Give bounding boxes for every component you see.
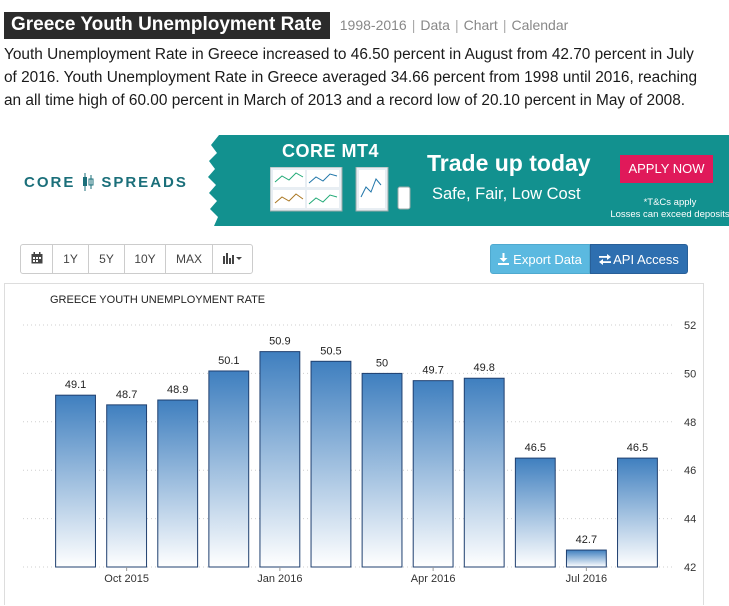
- export-data-button[interactable]: Export Data: [490, 244, 590, 274]
- title-links: 1998-2016 | Data | Chart | Calendar: [340, 17, 569, 33]
- separator: |: [502, 17, 507, 33]
- platform-screenshots-icon: [270, 167, 411, 212]
- title-row: Greece Youth Unemployment Rate 1998-2016…: [4, 11, 568, 39]
- y-tick-label: 44: [684, 514, 696, 526]
- x-tick-label: Jul 2016: [566, 573, 608, 585]
- value-label: 50.9: [269, 336, 290, 348]
- bar: [259, 351, 301, 568]
- bar: [617, 457, 658, 568]
- calendar-icon: [31, 251, 43, 267]
- ad-headline: Trade up today: [427, 150, 591, 176]
- bar: [310, 360, 352, 568]
- description-text: Youth Unemployment Rate in Greece increa…: [4, 46, 698, 109]
- bar-chart: GREECE YOUTH UNEMPLOYMENT RATE 49.148.7 4…: [23, 294, 696, 585]
- candlestick-icon: [81, 173, 95, 191]
- value-label: 49.7: [422, 365, 443, 377]
- bar: [463, 377, 505, 568]
- value-label: 42.7: [576, 534, 597, 546]
- x-axis: Oct 2015 Jan 2016 Apr 2016 Jul 2016: [104, 567, 607, 585]
- bar: [412, 380, 454, 568]
- x-tick-label: Jan 2016: [257, 573, 302, 585]
- value-label: 50.5: [320, 345, 341, 357]
- download-icon: [498, 253, 510, 265]
- value-label: 46.5: [525, 442, 546, 454]
- bars: [55, 351, 658, 568]
- y-tick-label: 50: [684, 368, 696, 380]
- link-chart[interactable]: Chart: [463, 17, 498, 33]
- bar-chart-icon: [222, 252, 243, 267]
- range-max-button[interactable]: MAX: [165, 244, 213, 274]
- link-data[interactable]: Data: [420, 17, 450, 33]
- bar: [157, 399, 199, 568]
- value-labels: 49.1 48.7 48.9 50.1 50.9 50.5 50 49.7 49.8 46.5 42…: [65, 336, 648, 546]
- y-axis: 42 44 46 48 50 52: [684, 320, 696, 574]
- bar: [208, 370, 250, 568]
- value-label: 49.1: [65, 379, 86, 391]
- x-tick-label: Oct 2015: [104, 573, 149, 585]
- swap-arrows-icon: [599, 253, 612, 265]
- chart-toolbar: 1Y 5Y 10Y MAX: [20, 244, 253, 274]
- bar: [514, 457, 556, 568]
- y-tick-label: 42: [684, 562, 696, 574]
- ad-subline: Safe, Fair, Low Cost: [432, 185, 581, 203]
- y-tick-label: 46: [684, 465, 696, 477]
- separator: |: [454, 17, 459, 33]
- chart-type-dropdown[interactable]: [212, 244, 253, 274]
- x-tick-label: Apr 2016: [411, 573, 456, 585]
- y-tick-label: 48: [684, 417, 696, 429]
- bar: [565, 549, 607, 568]
- api-access-button[interactable]: API Access: [590, 244, 688, 274]
- date-range: 1998-2016: [339, 17, 407, 33]
- chart-container: GREECE YOUTH UNEMPLOYMENT RATE 49.1 48.7 4…: [4, 283, 704, 605]
- value-label: 50: [376, 357, 388, 369]
- api-access-label: API Access: [613, 251, 679, 267]
- range-10y-button[interactable]: 10Y: [124, 244, 166, 274]
- page-title: Greece Youth Unemployment Rate: [4, 11, 330, 39]
- range-1y-button[interactable]: 1Y: [52, 244, 89, 274]
- chart-title: GREECE YOUTH UNEMPLOYMENT RATE: [50, 294, 265, 306]
- value-label: 48.7: [116, 389, 137, 401]
- bar: [55, 394, 96, 568]
- apply-now-button[interactable]: APPLY NOW: [620, 155, 713, 183]
- separator: |: [411, 17, 416, 33]
- ad-product: CORE MT4: [282, 141, 380, 161]
- link-calendar[interactable]: Calendar: [511, 17, 569, 33]
- y-tick-label: 52: [684, 320, 696, 332]
- export-data-label: Export Data: [513, 251, 582, 267]
- calendar-button[interactable]: [20, 244, 53, 274]
- ad-disclaimer: *T&Cs apply Losses can exceed deposits: [610, 197, 729, 220]
- ad-banner[interactable]: CORE SPREADS CORE MT4 Trade up today Saf…: [4, 135, 729, 226]
- ad-logo: CORE SPREADS: [24, 173, 188, 191]
- value-label: 50.1: [218, 355, 239, 367]
- value-label: 48.9: [167, 384, 188, 396]
- bar: [361, 372, 403, 568]
- value-label: 49.8: [473, 362, 494, 374]
- range-5y-button[interactable]: 5Y: [88, 244, 125, 274]
- bar: [106, 404, 148, 568]
- value-label: 46.5: [627, 442, 648, 454]
